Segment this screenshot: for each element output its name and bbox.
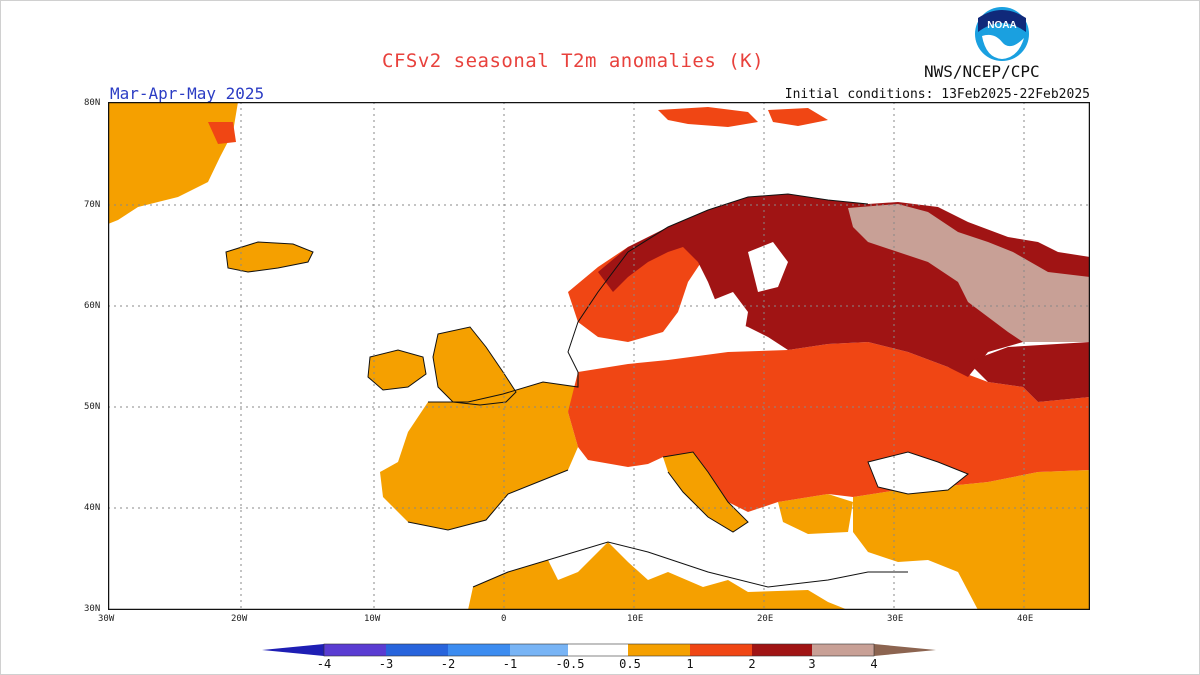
ireland-coast xyxy=(367,349,427,391)
colorbar xyxy=(262,643,936,657)
agency-label: NWS/NCEP/CPC xyxy=(924,62,1040,81)
baltic-gap xyxy=(708,292,748,352)
lon-label-0: 0 xyxy=(501,614,507,624)
iceland-coast xyxy=(225,241,314,273)
colorbar-tick-m4: -4 xyxy=(316,657,332,671)
greenland-region xyxy=(108,102,238,224)
russia-east-region xyxy=(968,342,1090,402)
black-sea-coast xyxy=(867,451,969,495)
lat-label-30n: 30N xyxy=(84,604,101,614)
anatolia-region xyxy=(853,470,1090,610)
lat-label-40n: 40N xyxy=(84,503,101,513)
colorbar-tick-p2: 2 xyxy=(748,657,756,671)
central-europe-region xyxy=(568,342,1090,512)
logo-gull xyxy=(982,34,1024,59)
anomaly-map xyxy=(108,102,1090,610)
map-border xyxy=(108,102,1090,610)
iberia-coast xyxy=(407,469,569,531)
coastlines xyxy=(225,193,969,588)
map-title: CFSv2 seasonal T2m anomalies (K) xyxy=(382,50,765,72)
colorbar-tick-p4: 4 xyxy=(870,657,878,671)
season-label: Mar-Apr-May 2025 xyxy=(110,84,265,103)
lon-label-20w: 20W xyxy=(231,614,248,624)
colorbar-tick-m05: -0.5 xyxy=(555,657,585,671)
lon-label-20e: 20E xyxy=(757,614,774,624)
iceland-region xyxy=(226,242,313,272)
colorbar-swatch-m3-m2 xyxy=(386,644,448,656)
colorbar-arrow-low xyxy=(262,644,324,656)
colorbar-outline xyxy=(323,643,875,657)
anomaly-0.5-1-regions xyxy=(108,102,1090,610)
colorbar-swatch-neutral xyxy=(568,644,628,656)
colorbar-swatch-p3-4 xyxy=(812,644,874,656)
lat-label-80n: 80N xyxy=(84,98,101,108)
colorbar-arrow-high xyxy=(874,644,936,656)
colorbar-swatch-m1-m05 xyxy=(510,644,568,656)
anomaly-3-4-regions xyxy=(848,204,1090,342)
lon-label-10e: 10E xyxy=(627,614,644,624)
colorbar-swatch-m2-m1 xyxy=(448,644,510,656)
colorbar-swatch-p2-3 xyxy=(752,644,812,656)
logo-text: NOAA xyxy=(987,20,1016,31)
colorbar-tick-p3: 3 xyxy=(808,657,816,671)
graticule xyxy=(108,102,1090,610)
colorbar-swatch-p1-2 xyxy=(690,644,752,656)
initial-conditions-label: Initial conditions: 13Feb2025-22Feb2025 xyxy=(784,87,1090,102)
near-normal-gaps xyxy=(708,242,968,494)
logo-top xyxy=(978,10,1026,32)
arctic-north-region xyxy=(658,107,758,127)
lon-label-10w: 10W xyxy=(364,614,381,624)
lon-label-30e: 30E xyxy=(887,614,904,624)
balkan-fringe-region xyxy=(778,494,853,534)
colorbar-swatch-m4-m3 xyxy=(324,644,386,656)
iberia-france-region xyxy=(380,382,578,530)
gulf-bothnia-gap xyxy=(748,242,788,292)
black-sea-gap xyxy=(868,452,968,494)
great-britain-region xyxy=(433,327,516,405)
italy-coast xyxy=(662,451,749,533)
lat-label-60n: 60N xyxy=(84,301,101,311)
colorbar-tick-m2: -2 xyxy=(440,657,456,671)
britain-coast xyxy=(432,326,517,406)
northwest-russia-region xyxy=(848,204,1090,342)
colorbar-tick-m1: -1 xyxy=(502,657,518,671)
lon-label-40e: 40E xyxy=(1017,614,1034,624)
lon-label-30w: 30W xyxy=(98,614,115,624)
italy-region xyxy=(663,452,748,532)
british-isles-region xyxy=(368,350,426,390)
colorbar-tick-p1: 1 xyxy=(686,657,694,671)
colorbar-tick-p05: 0.5 xyxy=(619,657,641,671)
svalbard-region xyxy=(768,108,828,126)
greenland-east-region xyxy=(208,122,236,144)
colorbar-swatch-p05-1 xyxy=(628,644,690,656)
north-africa-region xyxy=(468,542,848,610)
europe-coast xyxy=(428,193,869,403)
africa-coast xyxy=(472,541,908,588)
lat-label-70n: 70N xyxy=(84,200,101,210)
lat-label-50n: 50N xyxy=(84,402,101,412)
colorbar-tick-m3: -3 xyxy=(378,657,394,671)
noaa-logo-icon: NOAA xyxy=(975,7,1029,61)
